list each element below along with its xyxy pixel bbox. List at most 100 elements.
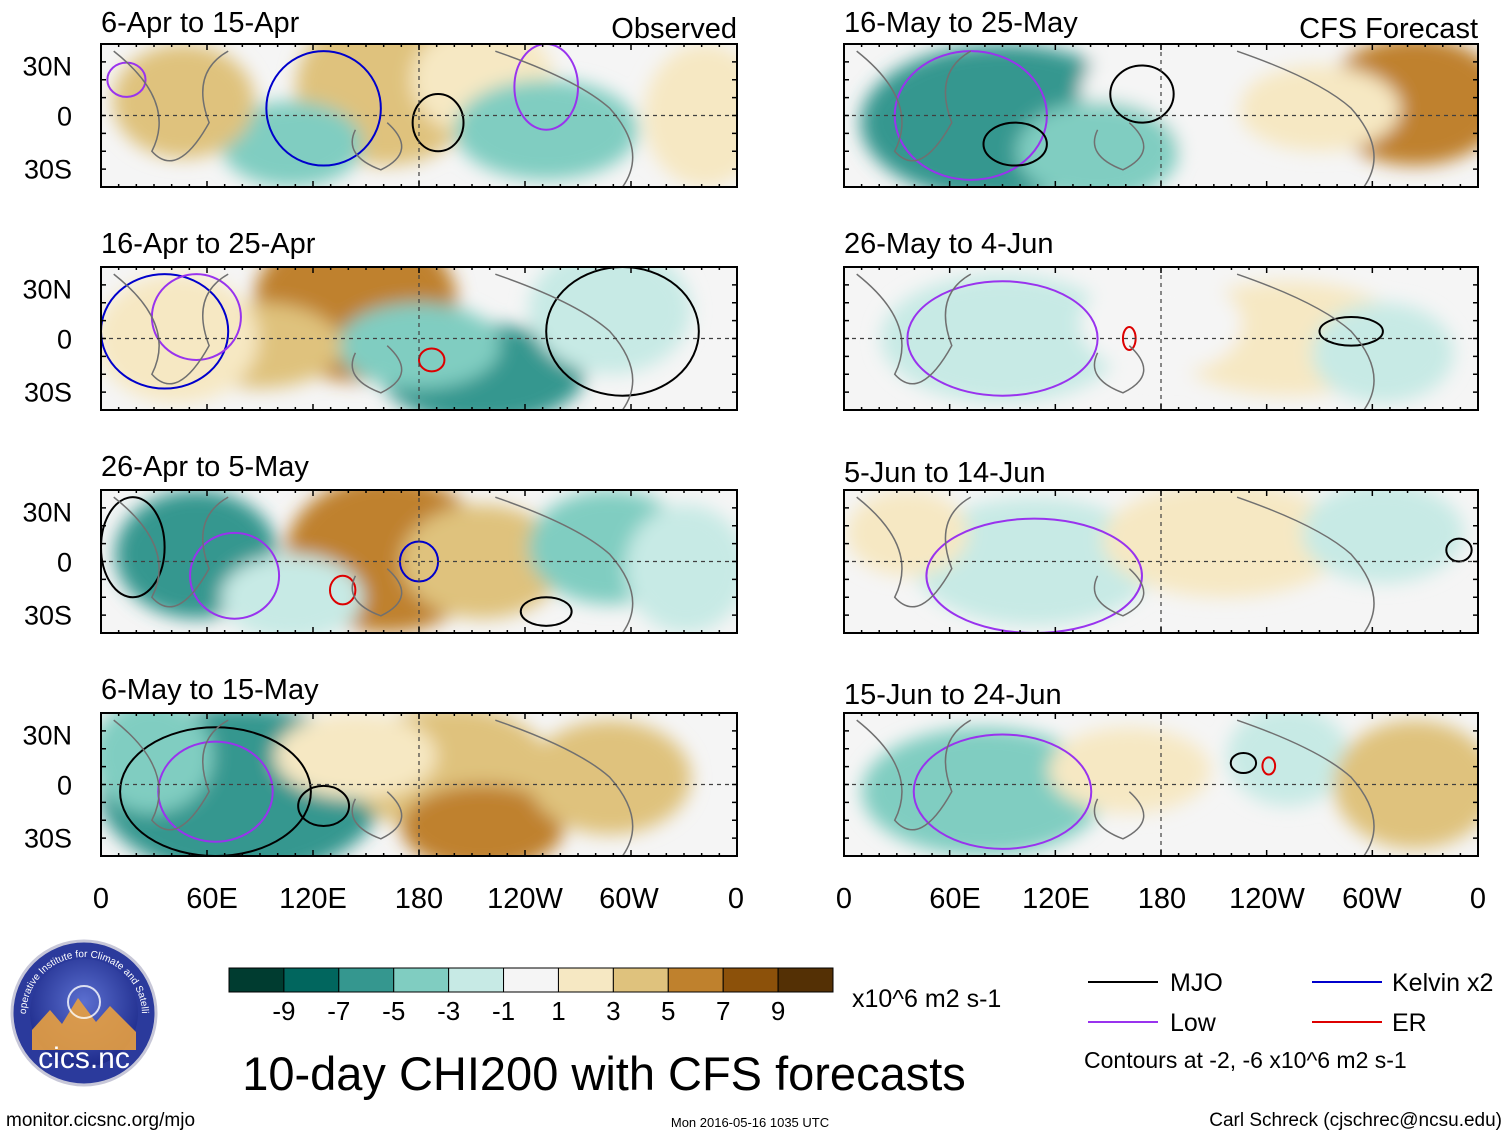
x-tick-l1: 60E: [186, 883, 238, 915]
x-tick-r2: 120E: [1022, 883, 1090, 915]
coastline-africa: [856, 719, 972, 831]
anomaly-blob: [846, 490, 969, 576]
coastline-africa: [113, 719, 229, 831]
anomaly-blob: [401, 504, 565, 619]
logo-mountains-icon: [32, 998, 136, 1050]
map-panel-4: [843, 43, 1479, 188]
panel-tag-observed: Observed: [611, 13, 737, 45]
map-panel-7: [843, 712, 1479, 857]
coastline-australia: [351, 791, 403, 840]
legend-label-kelvin: Kelvin x2: [1392, 969, 1493, 997]
panel-tag-forecast: CFS Forecast: [1299, 13, 1478, 45]
anomaly-blob: [528, 267, 692, 375]
colorbar-segment: [283, 967, 340, 993]
x-tick-l0: 0: [93, 883, 109, 915]
coastline-americas: [1236, 273, 1375, 410]
x-tick-r1: 60E: [929, 883, 981, 915]
footer-url: monitor.cicsnc.org/mjo: [6, 1110, 195, 1131]
contour-line: [157, 740, 274, 843]
colorbar-label: 5: [661, 996, 675, 1026]
contour-line: [1261, 756, 1277, 776]
y-tick-label: 0: [57, 771, 72, 801]
x-tick-l6: 0: [728, 883, 744, 915]
colorbar-label: 9: [771, 996, 785, 1026]
coastline: [113, 273, 634, 410]
colorbar-segment: [777, 967, 834, 993]
colorbar-label: -9: [272, 996, 295, 1026]
colorbar-label: 1: [551, 996, 565, 1026]
contour-line: [906, 280, 1099, 397]
coastline: [113, 50, 634, 187]
tick-marks: [843, 266, 1479, 411]
coastline-australia: [1093, 345, 1145, 394]
colorbar-segment: [557, 967, 614, 993]
coastline: [856, 496, 1375, 633]
y-tick-label: 30S: [24, 154, 72, 184]
tick-marks: [843, 489, 1479, 634]
anomaly-blob: [101, 274, 259, 403]
coastline-africa: [856, 273, 972, 385]
anomaly-blob: [625, 504, 737, 633]
contour-layer: [119, 726, 351, 856]
x-tick-l5: 60W: [599, 883, 659, 915]
contour-line: [411, 93, 465, 153]
coastline-africa: [113, 273, 229, 385]
anomaly-blob: [880, 274, 1125, 403]
panel-label-0: 6-Apr to 15-Apr: [101, 7, 300, 39]
footer-credit: Carl Schreck (cjschrec@ncsu.edu): [1209, 1110, 1502, 1131]
anomaly-blob: [101, 713, 213, 814]
coastline: [113, 496, 634, 633]
y-tick-label: 30N: [22, 274, 72, 304]
logo-sun-icon: [67, 985, 101, 1019]
coastline: [856, 719, 1375, 856]
panel-label-4: 16-May to 25-May: [844, 7, 1078, 39]
units-label: x10^6 m2 s-1: [852, 985, 1001, 1013]
colorbar-segment: [667, 967, 724, 993]
x-tick-l4: 120W: [487, 883, 563, 915]
contour-line: [1445, 537, 1473, 563]
anomaly-blob: [273, 713, 437, 799]
coastline-africa: [113, 496, 229, 608]
map-panel-5: [843, 266, 1479, 411]
anomaly-blob: [220, 554, 364, 633]
anomaly-blob: [861, 727, 1106, 856]
contour-layer: [912, 733, 1277, 850]
panel-label-1: 16-Apr to 25-Apr: [101, 228, 316, 260]
coastline: [856, 50, 1375, 187]
y-tick-label: 30S: [24, 377, 72, 407]
coastline-americas: [1236, 719, 1375, 856]
contour-line: [982, 121, 1048, 167]
contour-note: Contours at -2, -6 x10^6 m2 s-1: [1084, 1047, 1407, 1073]
colorbar-label: -1: [492, 996, 515, 1026]
colorbar-label: -7: [327, 996, 350, 1026]
x-tick-r5: 60W: [1342, 883, 1402, 915]
coastline-africa: [856, 50, 972, 162]
y-tick-label: 30N: [22, 51, 72, 81]
colorbar-segment: [722, 967, 779, 993]
coastline-africa: [113, 50, 229, 162]
footer-timestamp: Mon 2016-05-16 1035 UTC: [671, 1115, 829, 1130]
coastline-australia: [351, 345, 403, 394]
contour-line: [265, 50, 382, 167]
contour-line: [1109, 64, 1175, 124]
contour-line: [545, 267, 700, 397]
anomaly-blob: [401, 784, 564, 856]
anomaly-blob: [1048, 727, 1211, 814]
coastline-africa: [856, 496, 972, 608]
y-tick-label: 30S: [24, 823, 72, 853]
contour-line: [1229, 752, 1258, 775]
y-tick-label: 0: [57, 548, 72, 578]
coastline-americas: [495, 273, 634, 410]
coastline-australia: [351, 122, 403, 171]
anomaly-blob: [644, 44, 737, 187]
contour-line: [297, 784, 351, 827]
coastline-americas: [495, 496, 634, 633]
y-tick-label: 0: [57, 102, 72, 132]
tick-marks: [100, 712, 738, 857]
legend: MJO Kelvin x2 Low ER Contours at -2, -6 …: [1084, 969, 1493, 1073]
tick-marks: [100, 489, 738, 634]
y-tick-label: 30N: [22, 497, 72, 527]
coastline: [113, 719, 634, 856]
coastline: [856, 273, 1375, 410]
